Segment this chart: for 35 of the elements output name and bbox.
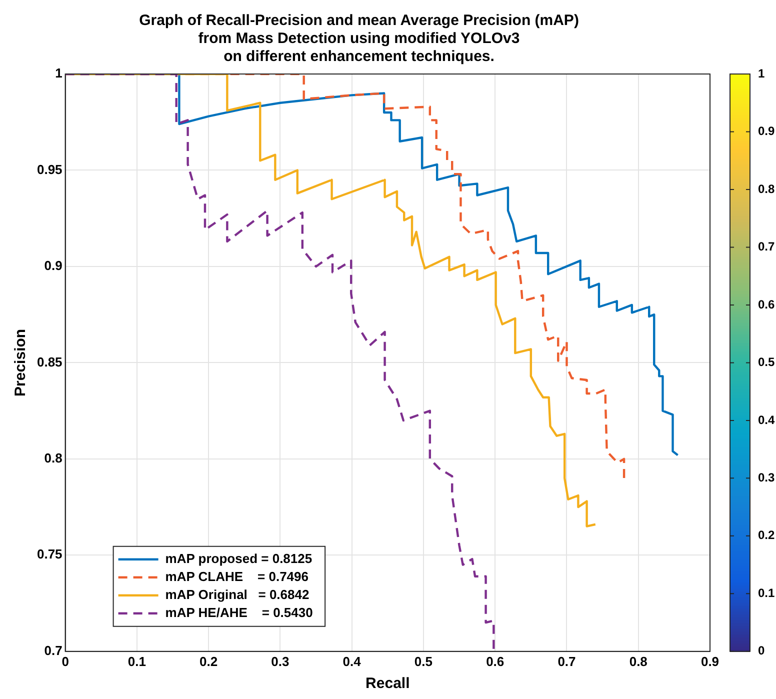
y-tick-label: 0.9 — [44, 258, 62, 274]
color-bar-label: 0.5 — [758, 355, 776, 370]
x-tick-label: 0.1 — [128, 654, 146, 669]
x-tick-label: 0 — [62, 654, 69, 669]
y-tick-label: 1 — [55, 66, 62, 81]
color-bar-label: 0.4 — [758, 412, 776, 427]
chart-title: Graph of Recall-Precision and mean Average Precision (mAP) from Mass Detection using modified YOLOv3 on different enhancement techniques. — [139, 12, 579, 66]
x-tick-label: 0.6 — [486, 654, 504, 669]
color-bar-label: 0.9 — [758, 124, 776, 138]
y-tick-label: 0.95 — [36, 162, 62, 177]
x-tick-label: 0.3 — [271, 654, 290, 669]
legend-label: mAP HE/AHE = 0.5430 — [165, 604, 313, 620]
x-tick-label: 0.4 — [342, 654, 362, 669]
color-bar-label: 0 — [758, 644, 765, 658]
color-bar-label: 0.1 — [758, 586, 776, 600]
y-axis-title: Precision — [12, 328, 30, 396]
color-bar-label: 0.3 — [758, 470, 776, 484]
y-tick-label: 0.8 — [44, 450, 62, 466]
x-tick-label: 0.9 — [700, 654, 720, 669]
x-tick-label: 0.7 — [558, 654, 576, 669]
x-tick-label: 0.2 — [200, 654, 218, 669]
color-bar-label: 0.7 — [758, 240, 776, 254]
legend-label: mAP Original = 0.6842 — [165, 586, 310, 602]
color-bar-label: 0.6 — [758, 297, 776, 312]
x-tick-label: 0.5 — [414, 654, 433, 669]
x-tick-label: 0.8 — [629, 654, 648, 669]
legend-label: mAP proposed = 0.8125 — [165, 550, 312, 566]
y-tick-label: 0.7 — [44, 642, 62, 658]
color-bar-label: 0.8 — [758, 182, 776, 196]
y-tick-label: 0.85 — [36, 354, 62, 370]
legend-label: mAP CLAHE = 0.7496 — [165, 568, 308, 584]
x-axis-title: Recall — [366, 675, 410, 692]
color-bar-label: 0.2 — [758, 528, 776, 542]
color-bar-label: 1 — [758, 66, 765, 80]
y-tick-label: 0.75 — [36, 546, 62, 562]
